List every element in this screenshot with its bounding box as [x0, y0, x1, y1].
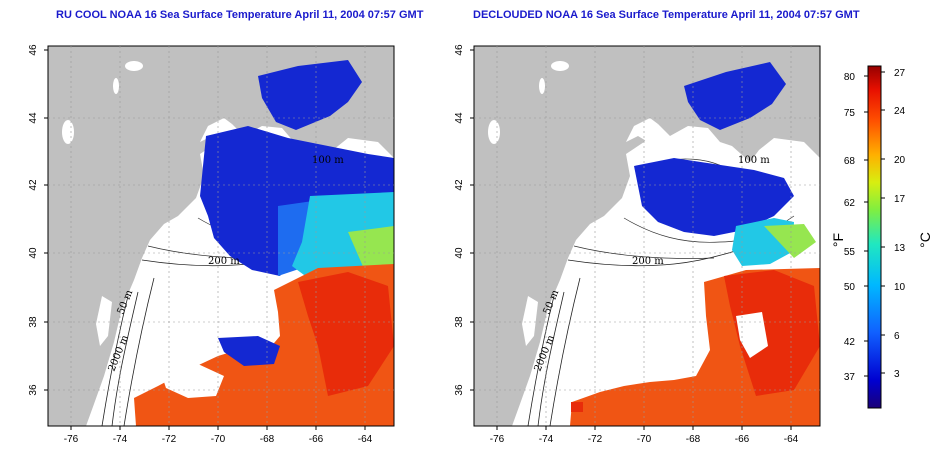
celsius-tick: 13 [894, 243, 906, 254]
p2-ytick: 46 [454, 44, 465, 56]
p1-ytick: 46 [28, 44, 39, 56]
gulf-stream-core [298, 272, 394, 396]
p2-xtick: -64 [784, 434, 799, 445]
p1-ytick: 40 [28, 247, 39, 259]
colorbar: 80 75 68 62 55 50 42 37 27 24 20 17 13 1… [830, 65, 933, 409]
panel-2-ticks [470, 49, 792, 430]
fahrenheit-unit-label: °F [830, 233, 846, 247]
panel-1-frame [47, 45, 395, 427]
cloud-gap [736, 312, 768, 358]
p2-ytick: 40 [454, 247, 465, 259]
panel-2-title: DECLOUDED NOAA 16 Sea Surface Temperatur… [473, 9, 860, 21]
p1-xtick: -70 [211, 434, 226, 445]
p1-xtick: -72 [162, 434, 177, 445]
fahrenheit-tick: 50 [844, 282, 856, 293]
p1-contour-label-100m: 100 m [312, 155, 344, 166]
celsius-tick: 27 [894, 68, 906, 79]
fahrenheit-tick: 37 [844, 372, 856, 383]
p2-xtick: -68 [686, 434, 701, 445]
p2-ytick: 38 [454, 316, 465, 328]
panel-1-ticks [44, 49, 366, 430]
panel-1-grid [48, 46, 394, 426]
panel-2: -76 -74 -72 -70 -68 -66 -64 36 38 40 42 … [454, 44, 821, 445]
p1-xtick: -66 [309, 434, 324, 445]
fahrenheit-tick: 80 [844, 72, 856, 83]
p1-ytick: 36 [28, 384, 39, 396]
p2-xtick: -72 [588, 434, 603, 445]
cloud-gap [160, 364, 224, 398]
p2-xtick: -70 [637, 434, 652, 445]
panel-1: -76 -74 -72 -70 -68 -66 -64 36 38 40 42 … [28, 44, 395, 445]
p2-xtick: -74 [539, 434, 554, 445]
celsius-tick: 17 [894, 194, 906, 205]
p1-ytick: 42 [28, 179, 39, 191]
fahrenheit-tick: 75 [844, 108, 856, 119]
celsius-tick: 24 [894, 106, 906, 117]
p1-contour-label-200m: 200 m [208, 256, 240, 267]
panel-2-grid [474, 46, 820, 426]
celsius-tick: 10 [894, 282, 906, 293]
p1-ytick: 38 [28, 316, 39, 328]
colorbar-ticks [864, 71, 885, 377]
p2-contour-label-100m: 100 m [738, 155, 770, 166]
celsius-tick: 20 [894, 155, 906, 166]
cold-water-gulf-of-maine [258, 60, 362, 130]
p1-xtick: -74 [113, 434, 128, 445]
panel-2-map [474, 46, 820, 426]
p1-xtick: -76 [64, 434, 79, 445]
cold-water-shelf [200, 126, 394, 276]
p1-ytick: 44 [28, 112, 39, 124]
panel-2-frame [473, 45, 821, 427]
p2-ytick: 36 [454, 384, 465, 396]
cold-water-shelf [634, 158, 794, 236]
panel-1-map [48, 46, 394, 426]
fahrenheit-tick: 68 [844, 156, 856, 167]
slope-water-warm [764, 224, 816, 258]
celsius-tick: 6 [894, 331, 900, 342]
p2-xtick: -66 [735, 434, 750, 445]
cold-eddy [218, 336, 280, 366]
p2-ytick: 42 [454, 179, 465, 191]
fahrenheit-tick: 62 [844, 198, 856, 209]
colorbar-gradient [867, 65, 882, 409]
p1-xtick: -68 [260, 434, 275, 445]
p2-ytick: 44 [454, 112, 465, 124]
p1-xtick: -64 [358, 434, 373, 445]
panel-1-title: RU COOL NOAA 16 Sea Surface Temperature … [56, 9, 424, 21]
celsius-tick: 3 [894, 369, 900, 380]
warm-patch [571, 402, 583, 412]
cold-water-gulf-of-maine [684, 62, 786, 130]
fahrenheit-tick: 55 [844, 247, 856, 258]
gulf-stream-core [724, 270, 820, 396]
celsius-unit-label: °C [917, 232, 933, 248]
fahrenheit-tick: 42 [844, 337, 856, 348]
p2-contour-label-200m: 200 m [632, 256, 664, 267]
p2-xtick: -76 [490, 434, 505, 445]
